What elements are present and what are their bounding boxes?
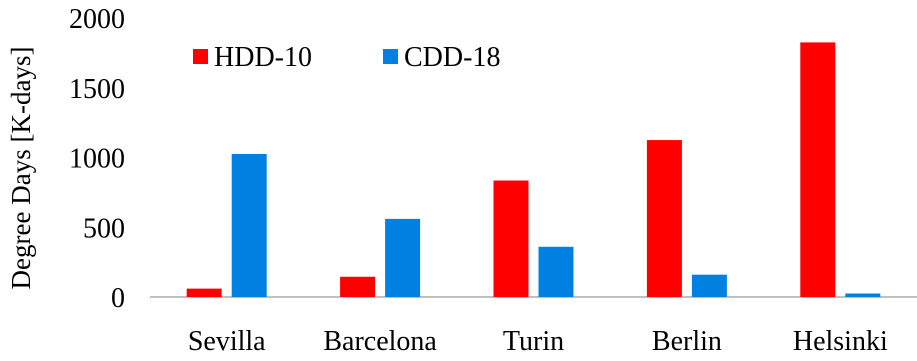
y-tick-label: 1500 — [69, 74, 125, 105]
y-tick-label: 2000 — [69, 4, 125, 35]
y-tick-label: 1000 — [69, 144, 125, 175]
legend: HDD-10 CDD-18 — [193, 42, 500, 73]
bar-hdd-10-barcelona — [340, 276, 376, 297]
y-axis-title: Degree Days [K-days] — [6, 47, 36, 290]
bar-hdd-10-berlin — [646, 140, 682, 297]
x-category-label: Turin — [503, 326, 564, 357]
y-axis-ticks: 0 500 1000 1500 2000 — [69, 4, 125, 314]
bar-cdd-18-berlin — [691, 274, 727, 297]
x-category-label: Berlin — [652, 326, 722, 357]
legend-label: HDD-10 — [214, 42, 312, 73]
bar-cdd-18-barcelona — [385, 218, 421, 297]
y-tick-label: 0 — [111, 283, 125, 314]
x-category-label: Barcelona — [323, 326, 437, 357]
bar-hdd-10-helsinki — [800, 42, 836, 297]
bar-cdd-18-helsinki — [845, 293, 881, 297]
bar-hdd-10-turin — [493, 180, 529, 297]
bar-cdd-18-turin — [538, 246, 574, 297]
category-labels: Sevilla Barcelona Turin Berlin Helsinki — [188, 326, 888, 357]
legend-swatch-hdd-10 — [193, 49, 208, 64]
bar-cdd-18-sevilla — [231, 154, 267, 297]
legend-swatch-cdd-18 — [383, 49, 398, 64]
x-category-label: Helsinki — [793, 326, 888, 357]
bar-hdd-10-sevilla — [186, 288, 222, 297]
bars — [186, 42, 881, 297]
legend-label: CDD-18 — [404, 42, 500, 73]
x-category-label: Sevilla — [188, 326, 266, 357]
y-tick-label: 500 — [83, 213, 125, 244]
